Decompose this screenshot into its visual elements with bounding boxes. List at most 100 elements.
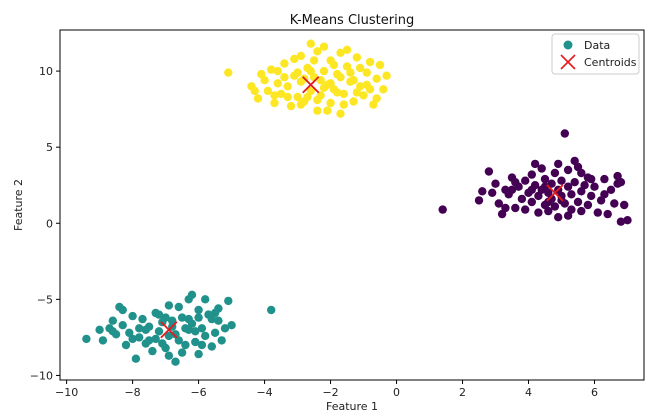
y-tick-label-4: 10 <box>39 65 53 78</box>
data-point-c2-4 <box>263 86 273 96</box>
data-point-c1-32 <box>194 349 203 359</box>
data-point-c0-1 <box>474 196 484 205</box>
data-point-c1-22 <box>164 301 174 310</box>
data-point-c2-73 <box>290 54 299 64</box>
data-point-c1-42 <box>227 321 236 330</box>
x-tick-label-1: −8 <box>124 386 140 399</box>
data-point-c1-48 <box>194 305 203 315</box>
centroid-marker-1 <box>160 321 178 339</box>
data-point-c0-37 <box>563 182 573 191</box>
data-point-c2-44 <box>372 94 381 103</box>
data-point-c1-61 <box>164 351 174 360</box>
data-point-c1-40 <box>220 324 230 333</box>
data-point-c0-42 <box>573 197 583 207</box>
data-point-c2-71 <box>313 95 322 105</box>
data-point-c1-8 <box>121 340 131 350</box>
data-point-c1-18 <box>154 327 164 336</box>
data-point-c2-49 <box>293 68 302 77</box>
data-point-c1-64 <box>210 308 220 318</box>
data-point-c2-60 <box>349 76 358 85</box>
points-layer <box>82 39 632 366</box>
data-point-c2-65 <box>362 80 371 90</box>
data-point-c1-46 <box>174 302 183 312</box>
data-point-c0-50 <box>590 182 599 191</box>
data-point-c2-45 <box>379 85 388 94</box>
data-point-c0-41 <box>570 178 579 187</box>
data-point-c2-68 <box>296 100 306 109</box>
data-point-c0-68 <box>501 203 510 213</box>
data-point-c0-29 <box>550 168 560 178</box>
data-point-c2-69 <box>352 88 362 97</box>
y-tick-label-2: 0 <box>46 217 53 230</box>
data-point-c0-60 <box>620 200 629 210</box>
data-point-c1-69 <box>194 313 203 322</box>
data-point-c1-7 <box>118 321 127 330</box>
data-point-c0-14 <box>521 205 530 214</box>
legend-box <box>551 33 640 75</box>
data-point-c1-52 <box>151 334 160 344</box>
x-tick-label-5: 0 <box>393 386 400 399</box>
data-point-c0-73 <box>613 179 622 188</box>
data-point-c2-56 <box>356 63 365 73</box>
data-point-c1-1 <box>95 325 104 334</box>
data-point-c2-63 <box>306 66 315 76</box>
data-point-c0-24 <box>540 174 550 184</box>
x-axis-label: Feature 1 <box>326 400 378 413</box>
data-point-c0-13 <box>521 176 530 185</box>
data-point-c1-33 <box>197 324 207 333</box>
data-point-c2-47 <box>273 66 282 76</box>
data-point-c2-14 <box>296 51 306 61</box>
data-point-c2-53 <box>329 60 339 70</box>
x-tick-label-6: 2 <box>459 386 466 399</box>
data-point-c1-39 <box>217 336 226 345</box>
data-point-c2-39 <box>362 68 371 77</box>
data-point-c0-47 <box>583 200 593 210</box>
data-point-c2-0 <box>224 68 233 77</box>
data-point-c0-70 <box>577 168 586 178</box>
data-point-c0-62 <box>530 159 540 169</box>
x-tick-label-7: 4 <box>525 386 532 399</box>
x-axis: −10 −8 −6 −4 −2 0 2 4 6 <box>55 380 598 399</box>
data-point-c0-66 <box>587 174 596 184</box>
data-point-c0-74 <box>507 185 517 194</box>
data-point-c2-11 <box>286 101 296 111</box>
data-point-c1-16 <box>148 346 157 356</box>
data-point-c2-66 <box>257 69 266 79</box>
data-point-c2-38 <box>359 91 368 100</box>
data-point-c1-2 <box>98 336 108 345</box>
data-point-c0-54 <box>603 209 612 219</box>
data-point-c0-3 <box>484 167 494 176</box>
data-point-c1-66 <box>108 327 118 336</box>
data-point-c1-34 <box>201 331 210 341</box>
data-point-c0-55 <box>606 185 616 194</box>
data-point-c2-46 <box>382 71 391 80</box>
data-point-c1-26 <box>177 313 187 322</box>
data-point-c1-13 <box>138 314 147 324</box>
data-point-c1-67 <box>168 316 177 325</box>
data-point-c0-46 <box>580 181 589 190</box>
data-point-c1-31 <box>191 337 200 347</box>
data-point-c2-76 <box>250 86 259 96</box>
data-point-c0-40 <box>567 190 576 199</box>
data-point-c1-0 <box>82 334 91 344</box>
data-point-c0-45 <box>577 206 586 216</box>
data-point-c2-62 <box>280 73 289 82</box>
data-point-c1-38 <box>214 316 223 325</box>
data-point-c2-61 <box>323 106 332 115</box>
data-point-c0-21 <box>537 164 546 173</box>
data-point-c2-55 <box>346 68 355 77</box>
data-point-c1-12 <box>135 333 144 342</box>
data-point-c2-50 <box>303 92 312 102</box>
data-point-c1-58 <box>135 324 144 333</box>
y-tick-label-1: −5 <box>37 293 53 306</box>
centroid-marker-2 <box>302 76 320 94</box>
data-point-c1-41 <box>224 296 233 306</box>
data-point-c1-62 <box>181 324 190 333</box>
data-point-c0-64 <box>511 178 520 187</box>
data-point-c1-10 <box>128 311 137 321</box>
data-point-c2-21 <box>313 106 322 115</box>
data-point-c2-48 <box>283 92 292 102</box>
data-point-c0-75 <box>563 211 573 220</box>
data-point-c2-59 <box>333 88 342 97</box>
